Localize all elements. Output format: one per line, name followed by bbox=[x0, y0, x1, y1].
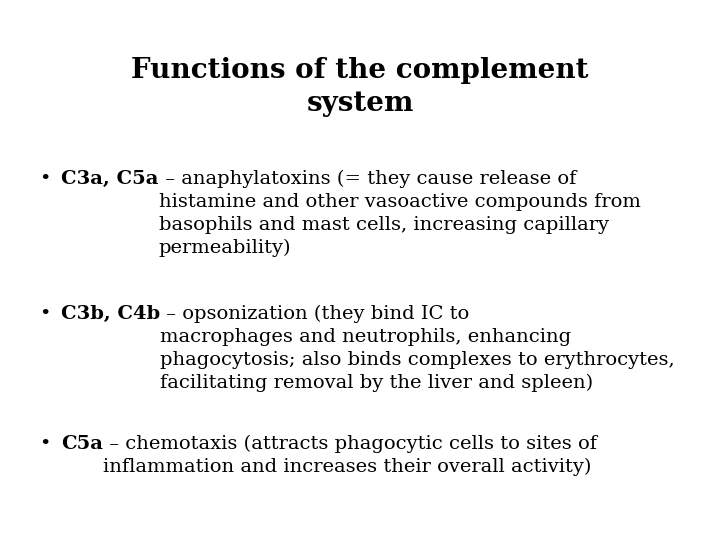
Text: – opsonization (they bind IC to
macrophages and neutrophils, enhancing
phagocyto: – opsonization (they bind IC to macropha… bbox=[161, 305, 675, 393]
Text: C5a: C5a bbox=[61, 435, 103, 453]
Text: •: • bbox=[40, 170, 51, 188]
Text: C3b, C4b: C3b, C4b bbox=[61, 305, 161, 323]
Text: •: • bbox=[40, 435, 51, 453]
Text: C3a, C5a: C3a, C5a bbox=[61, 170, 158, 188]
Text: – anaphylatoxins (= they cause release of
histamine and other vasoactive compoun: – anaphylatoxins (= they cause release o… bbox=[158, 170, 641, 258]
Text: Functions of the complement
system: Functions of the complement system bbox=[131, 57, 589, 117]
Text: – chemotaxis (attracts phagocytic cells to sites of
inflammation and increases t: – chemotaxis (attracts phagocytic cells … bbox=[103, 435, 597, 476]
Text: •: • bbox=[40, 305, 51, 323]
